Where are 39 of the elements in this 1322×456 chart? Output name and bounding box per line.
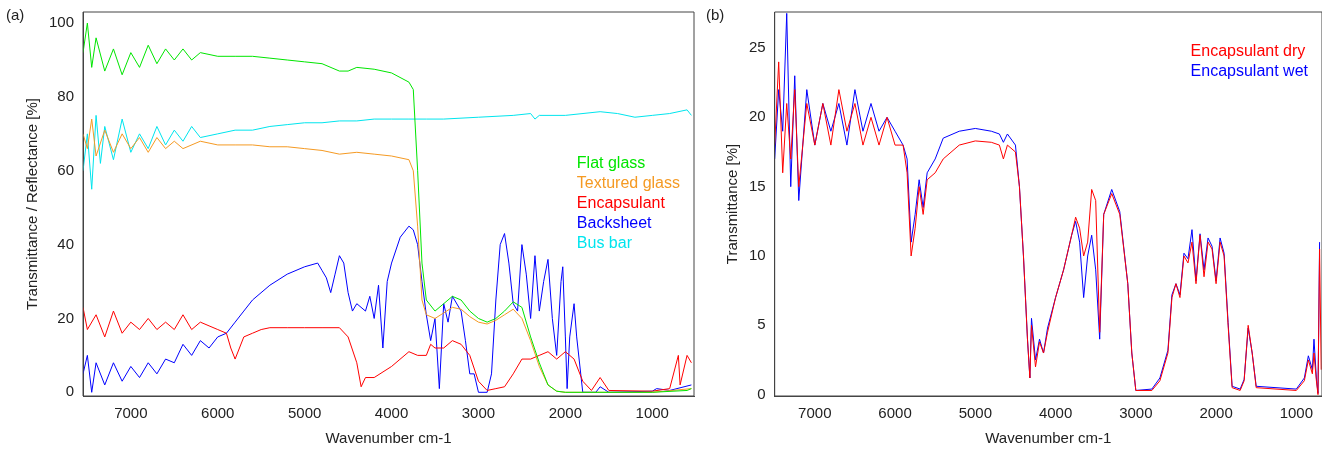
x-tick-label: 2000 <box>1199 404 1233 422</box>
y-axis-title: Transmittance / Reflectance [%] <box>23 97 41 311</box>
x-tick-label: 3000 <box>1119 404 1153 422</box>
text: Encapsulant dry <box>1190 42 1306 60</box>
x-tick-label: 1000 <box>1279 404 1314 422</box>
x-tick-label: 2000 <box>548 404 583 422</box>
y-axis-title: Transmittance [%] <box>723 143 741 265</box>
y-tick-label: 80 <box>57 87 75 105</box>
y-tick-label: 10 <box>749 246 766 264</box>
x-tick-label: 7000 <box>798 404 832 422</box>
text: Encapsulant <box>576 194 666 212</box>
text: Backsheet <box>576 214 653 232</box>
text: Bus bar <box>576 234 633 252</box>
x-tick-label: 6000 <box>201 404 235 422</box>
text: Textured glass <box>576 174 681 192</box>
x-tick-label: 3000 <box>461 404 496 422</box>
y-tick-label: 20 <box>57 308 75 326</box>
text: (b) <box>706 5 725 23</box>
x-tick-label: 6000 <box>878 404 912 422</box>
y-tick-label: 15 <box>749 176 766 194</box>
y-tick-label: 25 <box>749 38 766 56</box>
x-tick-label: 7000 <box>114 404 148 422</box>
x-tick-label: 5000 <box>287 404 322 422</box>
y-tick-label: 0 <box>757 384 766 402</box>
y-tick-label: 0 <box>65 382 75 400</box>
y-tick-label: 20 <box>749 107 766 125</box>
text: (a) <box>6 5 25 23</box>
x-axis-title: Wavenumber cm-1 <box>325 429 452 447</box>
x-tick-label: 1000 <box>635 404 669 422</box>
x-tick-label: 4000 <box>1038 404 1073 422</box>
x-axis-title: Wavenumber cm-1 <box>985 429 1112 447</box>
text: Encapsulant wet <box>1190 62 1309 80</box>
x-tick-label: 4000 <box>374 404 409 422</box>
x-tick-label: 5000 <box>958 404 992 422</box>
y-tick-label: 5 <box>757 315 766 333</box>
y-tick-label: 100 <box>49 13 75 31</box>
y-tick-label: 60 <box>57 160 75 178</box>
y-tick-label: 40 <box>57 234 75 252</box>
text: Flat glass <box>576 154 646 172</box>
